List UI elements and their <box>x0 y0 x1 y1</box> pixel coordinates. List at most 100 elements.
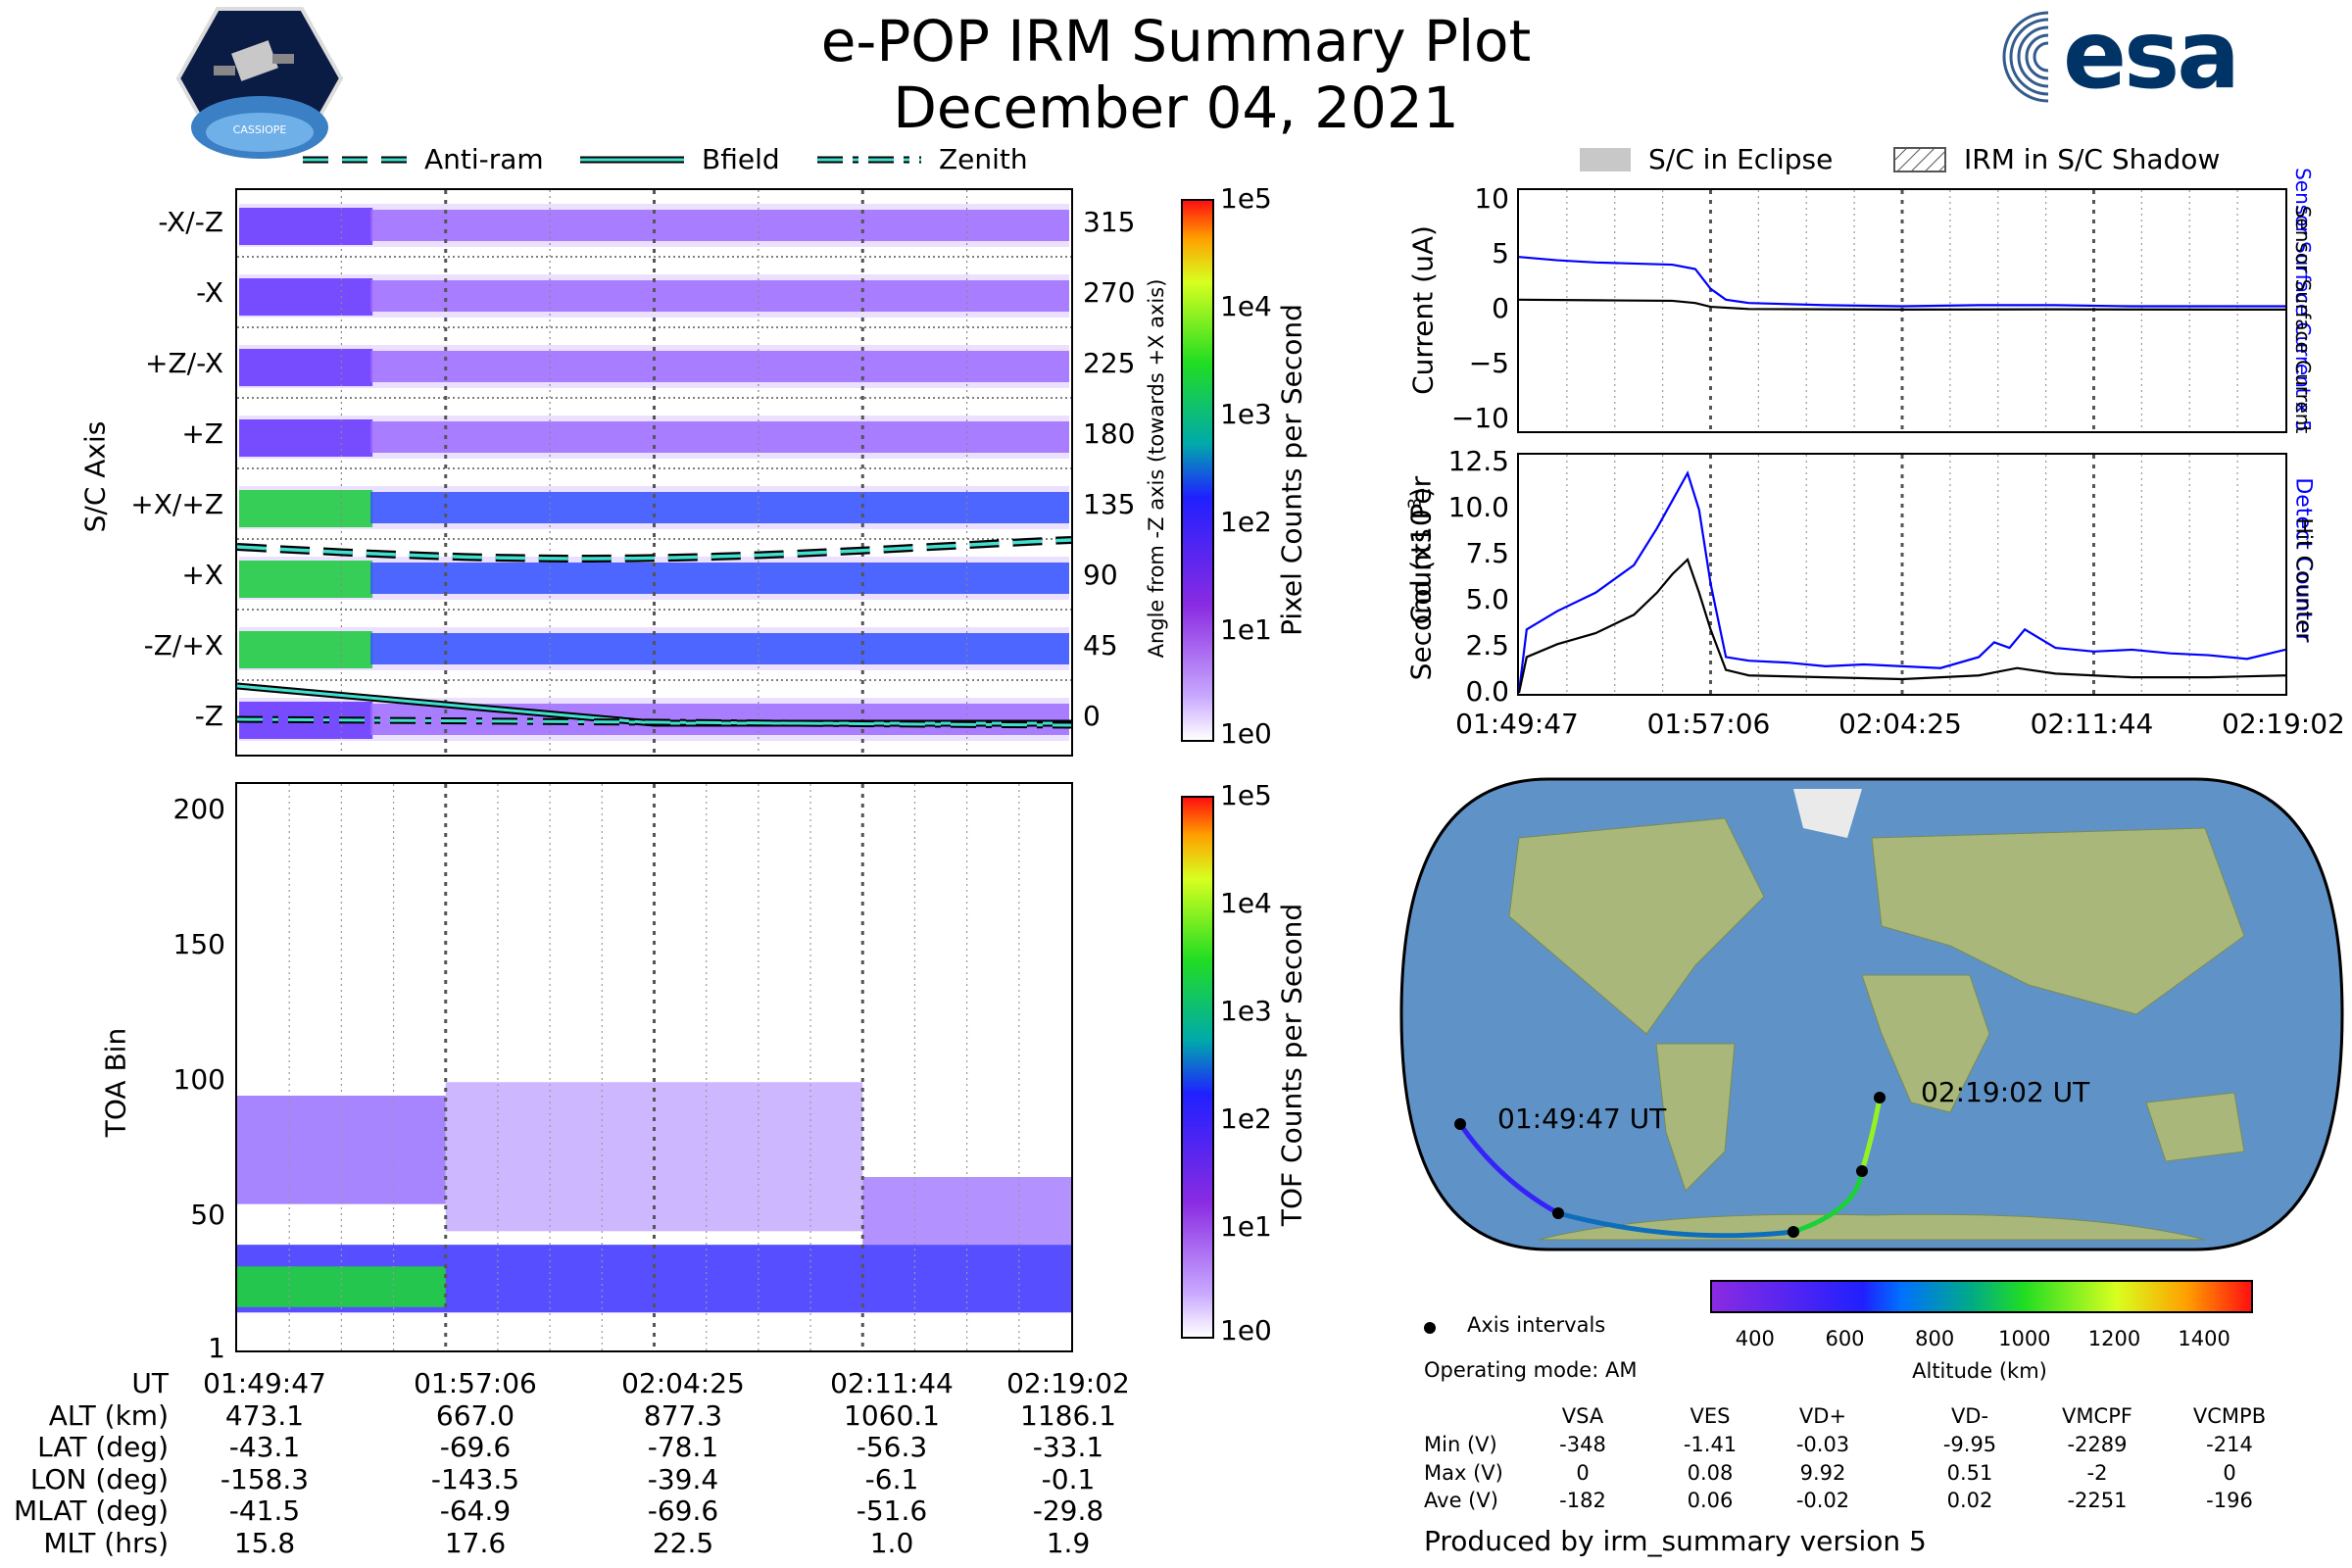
greenland-land <box>1793 789 1862 838</box>
orbit-cell: 02:19:02 <box>1006 1367 1130 1399</box>
pixel-colorbar <box>1181 199 1214 742</box>
sc-row-early <box>239 631 373 668</box>
page-title: e-POP IRM Summary Plot <box>820 8 1532 74</box>
sc-row-early <box>239 490 373 527</box>
toa-ytick: 50 <box>190 1199 225 1232</box>
orbit-cell: 877.3 <box>643 1398 723 1432</box>
map-end-label: 02:19:02 UT <box>1921 1076 2090 1108</box>
toa-ytick: 100 <box>172 1063 225 1097</box>
cassiope-logo: CASSIOPE <box>175 5 344 159</box>
colorbar-tick: 1e0 <box>1220 717 1272 750</box>
sc-row-early <box>239 561 373 598</box>
orbit-row-label: MLT (hrs) <box>43 1526 169 1559</box>
voltage-cell: 0 <box>2223 1460 2236 1485</box>
orbit-cell: 02:11:44 <box>830 1367 954 1399</box>
voltage-cell: 0.06 <box>1687 1489 1734 1512</box>
footer-text: Produced by irm_summary version 5 <box>1424 1525 1927 1557</box>
sc-row-label: -X <box>196 276 223 309</box>
voltage-row-label: Ave (V) <box>1424 1489 1498 1512</box>
current-right-label: Sensor Surface Current x 5 Sensor Surfac… <box>2291 168 2315 434</box>
sc-row-label: +X <box>181 559 223 591</box>
anti-ram-line-fill <box>236 538 1072 561</box>
counts-right-label: Detect Counter Hit Counter <box>2290 477 2316 643</box>
chart-ytick: −10 <box>1450 401 1509 434</box>
colorbar-tick: 1e0 <box>1220 1314 1272 1347</box>
legend-anti-ram: Anti-ram <box>299 143 544 175</box>
voltage-cell: 0 <box>1576 1460 1590 1485</box>
axis-intervals-dot <box>1424 1322 1436 1334</box>
voltage-cell: 0.08 <box>1687 1460 1734 1485</box>
orbit-track-segment <box>1859 1097 1883 1172</box>
angle-tick: 270 <box>1083 276 1136 309</box>
counts-ylabel: Counts Per Second (x103) <box>1404 476 1437 681</box>
voltage-row-label: Max (V) <box>1424 1460 1503 1485</box>
tof-colorbar-label: TOF Counts per Second <box>1275 903 1308 1227</box>
altitude-tick: 1000 <box>1998 1327 2051 1350</box>
current-ylabel: Current (uA) <box>1406 225 1440 395</box>
orbit-cell: -0.1 <box>1041 1462 1096 1495</box>
legend-zenith-label: Zenith <box>939 143 1028 175</box>
orbit-cell: -33.1 <box>1032 1431 1104 1463</box>
counts-plot <box>1517 453 2287 696</box>
orbit-cell: -69.6 <box>439 1431 512 1463</box>
voltage-cell: -182 <box>1559 1489 1606 1512</box>
tof-colorbar <box>1181 796 1214 1339</box>
orbit-cell: -69.6 <box>647 1494 719 1527</box>
chart-ytick: 0.0 <box>1465 675 1509 708</box>
colorbar-tick: 1e4 <box>1220 887 1272 919</box>
sc-row-late <box>370 351 1069 382</box>
voltage-cell: 9.92 <box>1799 1460 1846 1485</box>
legend-eclipse: S/C in Eclipse <box>1580 143 1833 175</box>
colorbar-tick: 1e5 <box>1220 779 1272 811</box>
eurasia-land <box>1871 827 2245 1015</box>
orbit-cell: -41.5 <box>228 1494 301 1527</box>
sc-row-label: -X/-Z <box>158 206 223 238</box>
eclipse-swatch <box>1580 147 1631 172</box>
toa-heatmap <box>235 782 1073 1352</box>
legend-shadow: IRM in S/C Shadow <box>1893 143 2220 175</box>
legend-shadow-label: IRM in S/C Shadow <box>1964 143 2221 175</box>
axis-intervals-label: Axis intervals <box>1467 1313 1606 1337</box>
orbit-cell: -143.5 <box>430 1462 520 1495</box>
esa-logo-text: esa <box>2063 0 2240 110</box>
legend-bfield-label: Bfield <box>702 143 780 175</box>
orbit-row-label: ALT (km) <box>48 1398 169 1432</box>
axis-interval-marker <box>1856 1165 1868 1177</box>
zenith-line-fill <box>236 717 1072 727</box>
chart-ytick: 7.5 <box>1465 537 1509 570</box>
orbit-cell: -29.8 <box>1032 1494 1104 1527</box>
voltage-cell: -214 <box>2206 1433 2253 1456</box>
sc-axis-heatmap <box>235 188 1073 757</box>
orbit-map: 01:49:47 UT 02:19:02 UT <box>1399 777 2344 1251</box>
sc-row-late <box>370 563 1069 594</box>
altitude-tick: 800 <box>1915 1327 1955 1350</box>
orbit-cell: -43.1 <box>228 1431 301 1463</box>
chart-xtick: 02:19:02 <box>2222 708 2345 740</box>
current-plot <box>1517 188 2287 433</box>
voltage-cell: 0.02 <box>1946 1489 1993 1512</box>
blue-series-line <box>1518 256 2285 308</box>
sc-row-late <box>370 633 1069 664</box>
angle-tick: 315 <box>1083 206 1136 238</box>
orbit-track-segment <box>1557 1210 1794 1239</box>
orbit-cell: 1060.1 <box>844 1398 940 1432</box>
sc-row-early <box>239 419 373 457</box>
voltage-cell: -9.95 <box>1942 1433 1997 1456</box>
voltage-cell: 0.51 <box>1946 1460 1993 1485</box>
orbit-cell: 02:04:25 <box>621 1367 745 1399</box>
orbit-cell: -51.6 <box>856 1494 928 1527</box>
esa-logo: esa <box>1994 0 2278 110</box>
sc-row-early <box>239 349 373 386</box>
chart-xtick: 02:04:25 <box>1838 708 1962 740</box>
orbit-cell: 667.0 <box>435 1398 515 1432</box>
orbit-row-label: UT <box>131 1367 169 1399</box>
orbit-cell: -78.1 <box>647 1431 719 1463</box>
angle-tick: 180 <box>1083 417 1136 450</box>
voltage-col-header: VES <box>1690 1404 1731 1428</box>
chart-ytick: 2.5 <box>1465 629 1509 662</box>
angle-axis-label: Angle from -Z axis (towards +X axis) <box>1145 278 1168 659</box>
voltage-cell: -2251 <box>2067 1489 2128 1512</box>
voltage-cell: -0.02 <box>1795 1489 1850 1512</box>
voltage-col-header: VSA <box>1561 1404 1604 1428</box>
voltage-cell: -196 <box>2206 1489 2253 1512</box>
